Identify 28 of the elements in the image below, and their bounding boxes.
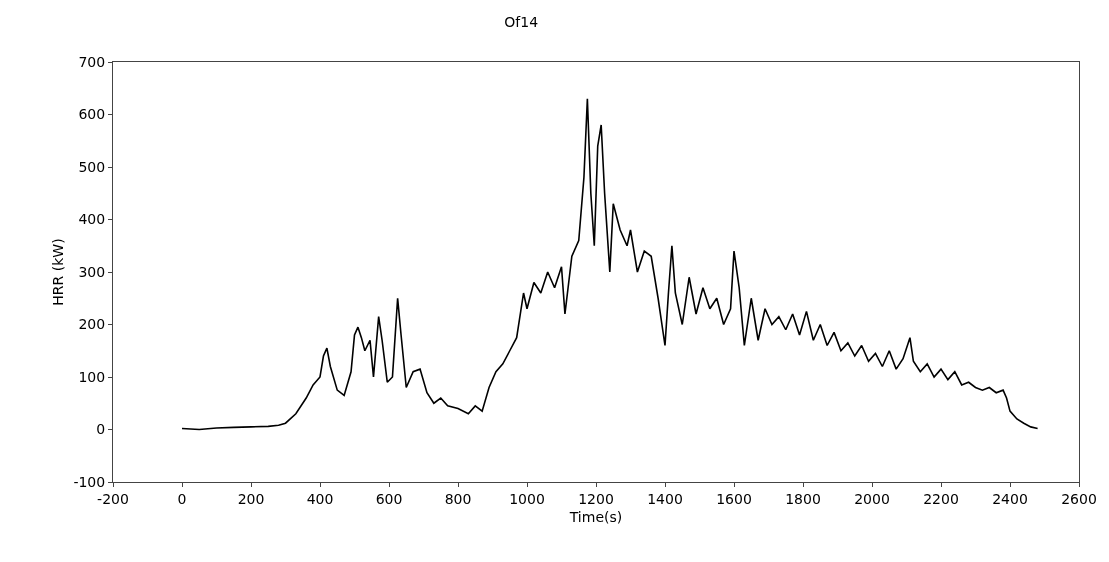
line-series	[181, 97, 1039, 431]
x-axis-title: Time(s)	[568, 509, 623, 526]
x-tick-label: 1200	[578, 490, 614, 507]
y-tick-label: 200	[78, 316, 106, 333]
chart-title: Of14	[504, 13, 539, 30]
x-tick-label: 2000	[854, 490, 890, 507]
x-tick-label: 800	[444, 490, 472, 507]
x-tick-label: 600	[375, 490, 403, 507]
y-tick-label: 500	[78, 158, 106, 175]
x-tick-label: 1000	[509, 490, 545, 507]
y-axis-title: HRR (kW)	[50, 238, 67, 306]
x-tick-label: 2200	[923, 490, 959, 507]
y-tick-label: 100	[78, 368, 106, 385]
x-tick-label: 1600	[716, 490, 752, 507]
y-tick-label: 400	[78, 211, 106, 228]
y-tick-label: 600	[78, 106, 106, 123]
y-tick-label: 0	[96, 421, 106, 438]
x-tick-label: 200	[237, 490, 265, 507]
x-tick-label: 2600	[1061, 490, 1097, 507]
y-tick-label: 700	[78, 53, 106, 70]
x-tick-label: 1400	[647, 490, 683, 507]
x-tick-label: -200	[97, 490, 129, 507]
x-tick-label: 0	[177, 490, 187, 507]
y-tick-label: -100	[73, 473, 106, 490]
y-tick-label: 300	[78, 263, 106, 280]
x-tick-label: 1800	[785, 490, 821, 507]
x-tick-label: 2400	[992, 490, 1028, 507]
x-tick-label: 400	[306, 490, 334, 507]
